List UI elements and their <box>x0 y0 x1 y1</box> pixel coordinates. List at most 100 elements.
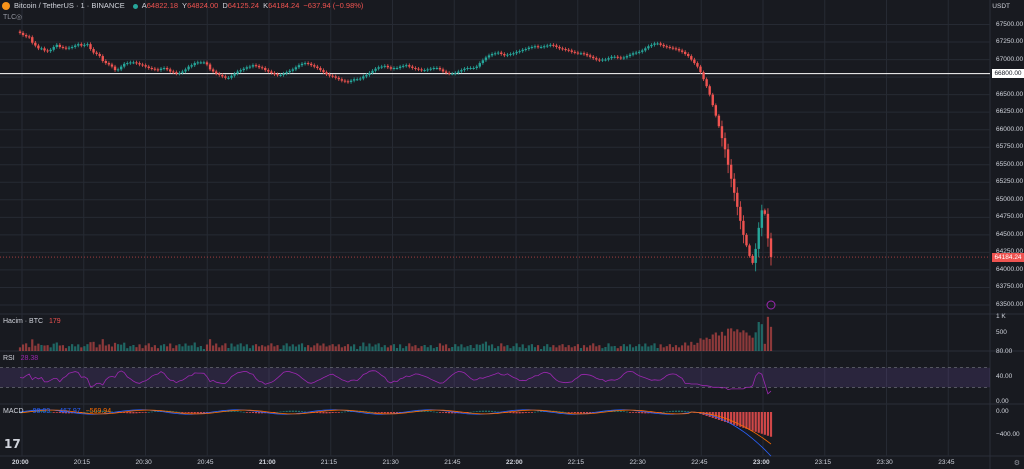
macd-histogram-bar <box>279 411 282 413</box>
macd-histogram-bar <box>199 412 202 414</box>
price-tick-label: 67250.00 <box>996 38 1024 46</box>
candle-body <box>236 71 239 74</box>
macd-histogram-bar <box>451 412 454 414</box>
macd-histogram-bar <box>95 410 98 412</box>
candle-body <box>644 48 647 51</box>
volume-bar <box>18 347 22 351</box>
close-label: K <box>263 1 269 10</box>
low-label: D <box>222 1 228 10</box>
macd-histogram-bar <box>303 411 307 413</box>
candle-body <box>763 210 767 214</box>
candle-body <box>573 51 577 53</box>
macd-histogram-bar <box>297 410 301 412</box>
candle-body <box>447 72 451 74</box>
volume-bar <box>89 342 92 351</box>
volume-bar <box>285 343 288 351</box>
candle-body <box>521 49 524 52</box>
volume-bar <box>607 343 610 351</box>
macd-histogram-bar <box>460 412 463 413</box>
volume-bar <box>604 347 607 351</box>
volume-bar <box>506 345 509 351</box>
volume-bar <box>67 346 71 351</box>
macd-histogram-bar <box>61 412 65 414</box>
rsi-axis-label: 40.00 <box>996 373 1013 380</box>
macd-histogram-bar <box>625 411 629 413</box>
macd-histogram-bar <box>371 411 374 413</box>
candle-body <box>374 68 377 71</box>
volume-bar <box>454 344 457 351</box>
volume-bar <box>181 346 184 351</box>
macd-histogram-bar <box>18 412 22 413</box>
volume-bar <box>64 348 68 351</box>
macd-histogram-bar <box>512 412 515 414</box>
hist-value: −569.94 <box>85 408 112 415</box>
macd-histogram-bar <box>662 411 665 413</box>
volume-bar <box>218 347 221 351</box>
macd-histogram-bar <box>766 412 770 436</box>
macd-histogram-bar <box>123 412 126 413</box>
volume-bar <box>426 347 429 351</box>
volume-bar <box>481 343 484 351</box>
candle-body <box>141 64 144 66</box>
candle-body <box>132 62 135 64</box>
volume-bar <box>95 347 98 351</box>
volume-bar <box>156 348 160 351</box>
volume-bar <box>408 343 411 351</box>
volume-bar <box>49 347 52 351</box>
macd-histogram-bar <box>408 411 411 413</box>
volume-bar <box>671 347 675 351</box>
volume-bar <box>264 346 267 351</box>
horizontal-line-price-tag[interactable]: 66800.00 <box>992 69 1024 79</box>
volume-bar <box>533 347 537 351</box>
volume-bar <box>441 345 445 351</box>
volume-bar <box>129 346 132 351</box>
volume-bar <box>267 345 270 351</box>
candle-body <box>267 70 270 72</box>
volume-bar <box>662 347 665 351</box>
volume-bar <box>101 339 104 351</box>
volume-bar <box>86 344 89 351</box>
macd-histogram-bar <box>328 412 331 414</box>
eye-icon[interactable]: ◎ <box>16 14 23 21</box>
volume-bar <box>417 348 420 351</box>
macd-histogram-bar <box>619 410 622 412</box>
macd-histogram-bar <box>411 411 414 412</box>
candle-body <box>592 56 595 59</box>
macd-histogram-bar <box>233 410 236 412</box>
macd-histogram-bar <box>555 410 558 412</box>
candle-body <box>156 69 160 71</box>
candle-body <box>650 44 653 47</box>
volume-bar <box>21 344 25 351</box>
macd-histogram-bar <box>497 411 500 413</box>
volume-bar <box>359 346 362 351</box>
candle-body <box>751 255 754 263</box>
macd-histogram-bar <box>343 411 347 413</box>
macd-histogram-bar <box>46 411 49 413</box>
candle-body <box>748 245 751 256</box>
volume-bar <box>717 335 720 351</box>
candle-body <box>211 69 215 72</box>
candle-body <box>184 69 187 72</box>
volume-bar <box>395 348 399 351</box>
volume-bar <box>34 345 37 351</box>
volume-bar <box>135 347 138 351</box>
currency-label[interactable]: USDT <box>992 3 1010 10</box>
candle-body <box>270 71 273 73</box>
candle-body <box>230 75 233 78</box>
low-value: 64125.24 <box>227 1 260 10</box>
volume-bar <box>536 345 540 351</box>
candle-body <box>233 73 236 76</box>
rsi-title-text: RSI <box>3 355 15 362</box>
symbol-title[interactable]: Bitcoin / TetherUS · 1 · BINANCE <box>14 1 125 10</box>
volume-title-text: Hacim · BTC <box>3 318 44 325</box>
settings-gear-icon[interactable]: ⚙ <box>1013 460 1020 467</box>
candle-body <box>377 67 380 69</box>
candle-body <box>463 68 466 71</box>
volume-bar <box>595 346 598 351</box>
volume-bar <box>644 343 647 351</box>
volume-bar <box>521 344 524 351</box>
volume-bar <box>589 345 592 351</box>
candle-body <box>408 65 411 67</box>
volume-bar <box>307 345 310 351</box>
macd-histogram-bar <box>187 412 190 413</box>
